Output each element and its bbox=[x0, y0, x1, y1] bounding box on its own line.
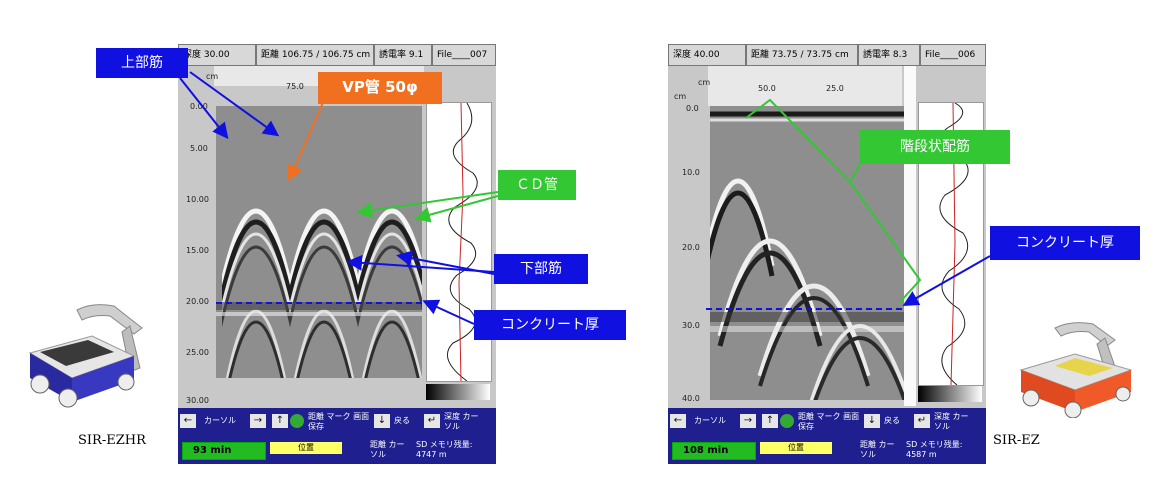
left-toolbar: ← カーソル → ↑ 距離 マーク 画面保存 ↓ 戻る ↵ 深度 カーソル 93… bbox=[178, 408, 496, 464]
right-depth-readout: 深度 40.00 bbox=[668, 44, 746, 66]
device-label-right: SIR-EZ bbox=[993, 433, 1040, 448]
left-battery-indicator: 93 min bbox=[182, 442, 266, 460]
right-toolbar: ← カーソル → ↑ 距離 マーク 画面保存 ↓ 戻る ↵ 深度 カーソル 10… bbox=[668, 408, 986, 464]
right-position-button[interactable]: 位置 bbox=[760, 442, 832, 454]
left-cursor-right-button[interactable]: → bbox=[250, 414, 266, 428]
right-dielectric-readout: 誘電率 8.3 bbox=[858, 44, 920, 66]
left-dielectric-readout: 誘電率 9.1 bbox=[374, 44, 432, 66]
right-file-readout: File____006 bbox=[920, 44, 986, 66]
right-cursor-label: カーソル bbox=[694, 416, 726, 425]
callout-concrete-right: コンクリート厚 bbox=[990, 226, 1140, 260]
left-depth-cursor-button[interactable]: ↵ bbox=[424, 414, 440, 428]
device-image-sir-ez bbox=[1015, 318, 1145, 419]
left-waveform-trace bbox=[426, 102, 492, 382]
left-header: 深度 30.00 距離 106.75 / 106.75 cm 誘電率 9.1 F… bbox=[178, 44, 496, 66]
left-dist-cursor-label: 距離 カーソル bbox=[370, 440, 405, 459]
left-distance-readout: 距離 106.75 / 106.75 cm bbox=[256, 44, 374, 66]
left-depth-tick-0: 0.00 bbox=[190, 102, 208, 111]
left-depth-tick-3: 15.00 bbox=[186, 246, 209, 255]
right-top-tick-0: 50.0 bbox=[758, 84, 776, 93]
left-scan-screen: 深度 30.00 距離 106.75 / 106.75 cm 誘電率 9.1 F… bbox=[178, 44, 496, 464]
right-back-label: 戻る bbox=[884, 416, 900, 425]
right-distance-readout: 距離 73.75 / 73.75 cm bbox=[746, 44, 858, 66]
right-battery-indicator: 108 min bbox=[672, 442, 756, 460]
right-save-label[interactable]: 距離 マーク 画面保存 bbox=[798, 412, 860, 431]
left-cursor-left-button[interactable]: ← bbox=[180, 414, 196, 428]
left-file-readout: File____007 bbox=[432, 44, 496, 66]
right-top-tick-1: 25.0 bbox=[826, 84, 844, 93]
left-position-button[interactable]: 位置 bbox=[270, 442, 342, 454]
left-depth-tick-1: 5.00 bbox=[190, 144, 208, 153]
callout-concrete-left: コンクリート厚 bbox=[474, 310, 626, 340]
left-mark-icon bbox=[290, 414, 304, 428]
right-mark-up-button[interactable]: ↑ bbox=[762, 414, 778, 428]
callout-stepped-rebar: 階段状配筋 bbox=[860, 130, 1010, 164]
left-cursor-label: カーソル bbox=[204, 416, 236, 425]
right-cursor-right-button[interactable]: → bbox=[740, 414, 756, 428]
callout-cd-pipe: ＣＤ管 bbox=[498, 170, 576, 200]
right-memory-label: SD メモリ残量: 4587 m bbox=[906, 440, 963, 459]
right-back-button[interactable]: ↓ bbox=[864, 414, 880, 428]
left-save-label[interactable]: 距離 マーク 画面保存 bbox=[308, 412, 370, 431]
left-mark-up-button[interactable]: ↑ bbox=[272, 414, 288, 428]
left-unit-top: cm bbox=[206, 72, 219, 81]
right-depth-cursor-label: 深度 カーソル bbox=[934, 412, 969, 431]
right-depth-tick-3: 30.0 bbox=[682, 321, 700, 330]
left-depth-cursor-label: 深度 カーソル bbox=[444, 412, 479, 431]
right-depth-tick-4: 40.0 bbox=[682, 394, 700, 403]
right-depth-tick-1: 10.0 bbox=[682, 168, 700, 177]
right-top-ruler: cm 50.0 25.0 bbox=[698, 66, 902, 106]
callout-lower-rebar: 下部筋 bbox=[494, 254, 588, 284]
right-unit-side: cm bbox=[674, 92, 687, 101]
right-color-bar bbox=[918, 386, 982, 402]
callout-vp-pipe: VP管 50φ bbox=[318, 72, 442, 104]
left-memory-label: SD メモリ残量: 4747 m bbox=[416, 440, 473, 459]
left-depth-readout: 深度 30.00 bbox=[178, 44, 256, 66]
callout-upper-rebar: 上部筋 bbox=[96, 48, 188, 78]
left-radargram bbox=[216, 106, 422, 378]
right-dist-cursor-label: 距離 カーソル bbox=[860, 440, 895, 459]
right-white-strip bbox=[904, 66, 916, 406]
right-mark-icon bbox=[780, 414, 794, 428]
left-depth-tick-6: 30.00 bbox=[186, 396, 209, 405]
left-back-button[interactable]: ↓ bbox=[374, 414, 390, 428]
right-depth-cursor-button[interactable]: ↵ bbox=[914, 414, 930, 428]
right-header: 深度 40.00 距離 73.75 / 73.75 cm 誘電率 8.3 Fil… bbox=[668, 44, 986, 66]
left-depth-tick-4: 20.00 bbox=[186, 297, 209, 306]
device-image-sir-ezhr bbox=[22, 298, 152, 410]
right-cursor-left-button[interactable]: ← bbox=[670, 414, 686, 428]
right-unit-top: cm bbox=[698, 78, 711, 87]
right-depth-tick-2: 20.0 bbox=[682, 243, 700, 252]
right-scan-screen: 深度 40.00 距離 73.75 / 73.75 cm 誘電率 8.3 Fil… bbox=[668, 44, 986, 464]
left-color-bar bbox=[426, 384, 490, 400]
right-depth-tick-0: 0.0 bbox=[686, 104, 699, 113]
left-depth-tick-2: 10.00 bbox=[186, 195, 209, 204]
left-top-tick: 75.0 bbox=[286, 82, 304, 91]
device-label-left: SIR-EZHR bbox=[78, 433, 146, 448]
left-back-label: 戻る bbox=[394, 416, 410, 425]
left-depth-tick-5: 25.00 bbox=[186, 348, 209, 357]
